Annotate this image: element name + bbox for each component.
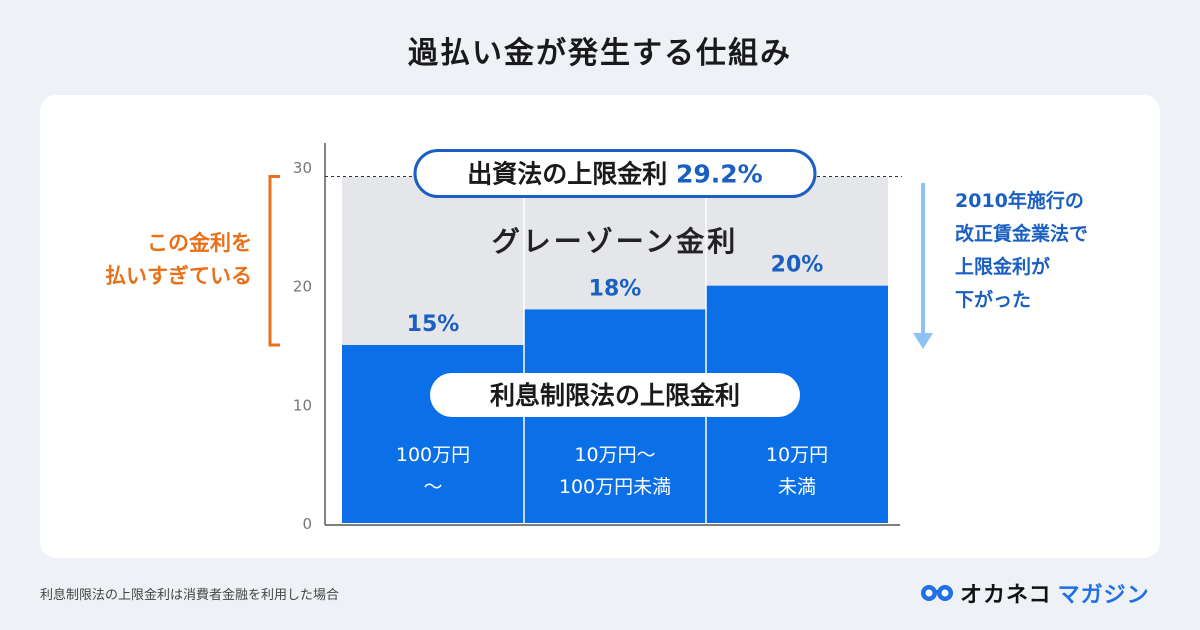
overpayment-annotation: 払いすぎている bbox=[105, 264, 252, 288]
y-tick-label: 10 bbox=[293, 396, 312, 414]
brand-name-main: オカネコ bbox=[960, 583, 1052, 608]
bar-chart: 0 10 20 30 出資法の上限金利 29.2% グレーゾーン金利 15% 18% 20% 利息… bbox=[105, 143, 1088, 533]
law-change-annotation: 下がった bbox=[955, 288, 1031, 311]
y-tick-label: 0 bbox=[302, 515, 312, 533]
gray-zone-segment bbox=[524, 176, 706, 310]
y-tick-label: 30 bbox=[293, 159, 312, 177]
category-label: 未満 bbox=[778, 476, 816, 498]
upper-limit-label-value: 29.2% bbox=[676, 159, 763, 188]
bar-value-label: 20% bbox=[771, 253, 824, 278]
chart-card: 0 10 20 30 出資法の上限金利 29.2% グレーゾーン金利 15% 18% 20% 利息… bbox=[40, 95, 1160, 558]
bar-value-label: 18% bbox=[589, 276, 642, 301]
overpayment-bracket bbox=[268, 174, 280, 347]
category-label: 100万円 bbox=[396, 444, 470, 466]
law-change-annotation: 上限金利が bbox=[955, 255, 1050, 278]
gray-zone-label: グレーゾーン金利 bbox=[492, 225, 739, 258]
upper-limit-pill bbox=[413, 148, 817, 198]
y-tick-label: 20 bbox=[293, 278, 312, 296]
brand-logo[interactable]: オカネコ マガジン bbox=[920, 577, 1150, 609]
upper-limit-label: 出資法の上限金利 29.2% bbox=[467, 159, 762, 188]
page-title: 過払い金が発生する仕組み bbox=[408, 36, 792, 71]
glasses-logo-icon bbox=[921, 585, 953, 601]
series-label: 利息制限法の上限金利 bbox=[490, 381, 740, 410]
series-label-pill bbox=[430, 373, 800, 417]
brand-name-sub: マガジン bbox=[1057, 583, 1150, 608]
category-label: 10万円 bbox=[766, 444, 828, 466]
down-arrow-head-icon bbox=[913, 333, 933, 349]
law-change-annotation: 改正賃金業法で bbox=[955, 222, 1088, 245]
bar-value-label: 15% bbox=[407, 312, 460, 337]
gray-zone-segment bbox=[342, 176, 524, 345]
category-label: 〜 bbox=[423, 476, 442, 498]
footnote: 利息制限法の上限金利は消費者金融を利用した場合 bbox=[40, 588, 340, 603]
upper-limit-label-text: 出資法の上限金利 bbox=[467, 159, 676, 188]
law-change-annotation: 2010年施行の bbox=[955, 189, 1084, 212]
overpayment-annotation: この金利を bbox=[147, 231, 252, 255]
category-label: 10万円〜 bbox=[574, 444, 655, 466]
category-label: 100万円未満 bbox=[559, 476, 671, 498]
